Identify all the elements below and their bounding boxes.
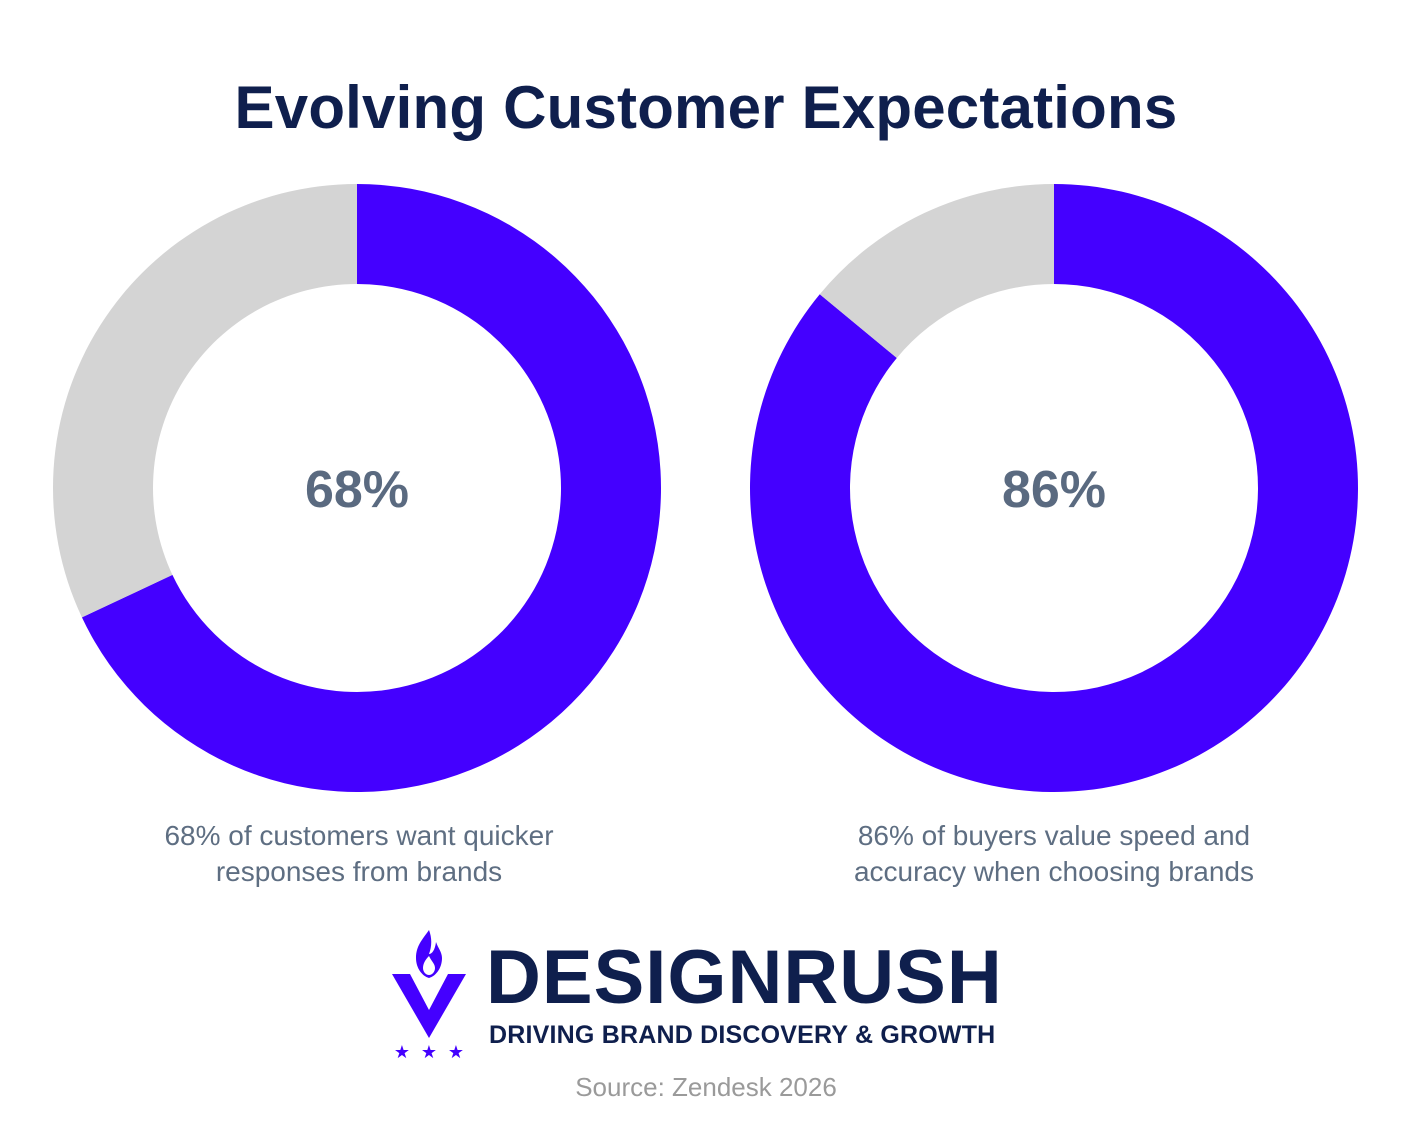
source-note: Source: Zendesk 2026 [575,1072,837,1102]
donut-0-slice-accent [81,184,662,792]
donut-1-center-label: 86% [1002,461,1106,519]
caption-left: 68% of customers want quicker responses … [99,818,619,890]
svg-text:★: ★ [421,1042,437,1062]
designrush-logo: ★ ★ ★ DESIGNRUSH DRIVING BRAND DISCOVERY… [388,926,1028,1066]
svg-text:★: ★ [448,1042,464,1062]
chart-title: Evolving Customer Expectations [234,74,1178,141]
donut-chart-right: 86% [750,184,1358,792]
logo-tagline: DRIVING BRAND DISCOVERY & GROWTH [489,1021,996,1049]
donut-chart-left: 68% [53,184,662,792]
donut-0-center-label: 68% [305,461,409,519]
caption-right: 86% of buyers value speed and accuracy w… [794,818,1314,890]
donut-0-slice-remainder [53,184,357,618]
logo-wordmark: DESIGNRUSH [486,935,1003,1020]
donut-1-slice-accent [750,184,1358,792]
caption-right-line-2: accuracy when choosing brands [853,856,1254,887]
caption-left-line-2: responses from brands [215,856,503,887]
donut-1-slice-remainder [819,184,1054,358]
caption-right-line-1: 86% of buyers value speed and [857,820,1251,851]
svg-text:★: ★ [394,1042,410,1062]
caption-left-line-1: 68% of customers want quicker [164,820,554,851]
flame-v-stars-icon: ★ ★ ★ [392,930,466,1062]
